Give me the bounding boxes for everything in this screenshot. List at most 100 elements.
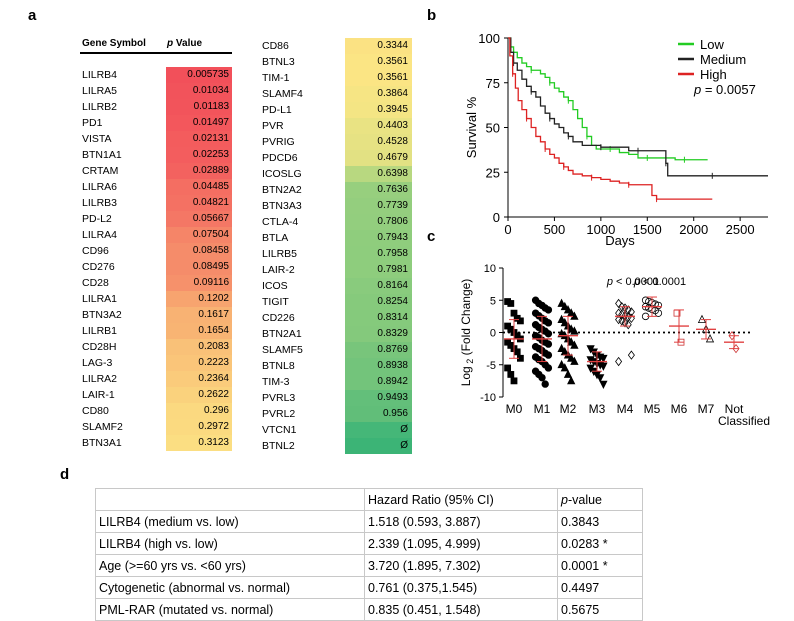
y-tick-label: -5 <box>486 360 496 372</box>
gene-symbol: PVRL2 <box>262 408 296 420</box>
data-point <box>513 348 521 356</box>
p-value-cell: 0.7739 <box>345 198 412 214</box>
row-label: LILRB4 (medium vs. low) <box>95 510 365 533</box>
data-point <box>563 369 573 378</box>
data-point <box>567 375 576 385</box>
panel-c-letter: c <box>427 228 436 245</box>
gene-symbol: BTN3A3 <box>262 200 302 212</box>
p-value-cell: 0.1617 <box>166 307 232 323</box>
row-label: Cytogenetic (abnormal vs. normal) <box>95 576 365 599</box>
x-tick-label: 500 <box>544 222 566 237</box>
gene-symbol: BTNL3 <box>262 56 295 68</box>
series-line-medium <box>508 37 768 177</box>
data-point <box>544 330 553 338</box>
x-tick-label: 1500 <box>633 222 662 237</box>
row-p-value: 0.4497 <box>557 576 643 599</box>
gene-symbol: CRTAM <box>82 165 119 177</box>
p-value-cell: 0.01497 <box>166 115 232 131</box>
gene-symbol: PVRL3 <box>262 392 296 404</box>
x-tick-label: 2500 <box>726 222 755 237</box>
p-value-cell: 0.2223 <box>166 355 232 371</box>
p-value-cell: 0.9493 <box>345 390 412 406</box>
gene-symbol: CTLA-4 <box>262 216 299 228</box>
data-point <box>654 309 663 317</box>
y-tick-label: 75 <box>486 76 500 91</box>
p-value-cell: 0.7981 <box>345 262 412 278</box>
gene-symbol: CD226 <box>262 312 295 324</box>
gene-symbol: VTCN1 <box>262 424 297 436</box>
p-value-cell: 0.02253 <box>166 147 232 163</box>
gene-symbol: TIGIT <box>262 296 289 308</box>
gene-symbol: LILRA1 <box>82 293 118 305</box>
p-value-cell: 0.05667 <box>166 211 232 227</box>
gene-symbol: BTN3A2 <box>82 309 122 321</box>
hazard-ratio-table: Hazard Ratio (95% CI) p-value LILRB4 (me… <box>95 488 643 621</box>
data-point <box>615 356 623 367</box>
x-tick-label: 1000 <box>586 222 615 237</box>
gene-symbol: CD276 <box>82 261 115 273</box>
p-value-header-rest: Value <box>173 38 203 49</box>
gene-symbol: SLAMF4 <box>262 88 303 100</box>
data-point <box>570 356 579 365</box>
data-point <box>544 364 553 372</box>
data-point <box>541 380 549 388</box>
p-value-cell: 0.07504 <box>166 227 232 243</box>
p-value-cell: 0.8938 <box>345 358 412 374</box>
gene-symbol: BTN2A1 <box>262 328 302 340</box>
y-tick-label: 5 <box>490 295 496 307</box>
p-value-cell: 0.7806 <box>345 214 412 230</box>
legend-label: Medium <box>700 52 746 67</box>
gene-symbol: PVRIG <box>262 136 295 148</box>
gene-symbol: LILRB3 <box>82 197 118 209</box>
table-row: Cytogenetic (abnormal vs. normal) 0.761 … <box>95 576 643 599</box>
p-value-cell: 0.7958 <box>345 246 412 262</box>
gene-symbol: BTLA <box>262 232 289 244</box>
y-tick-label: 10 <box>484 263 496 275</box>
row-p-value: 0.0001 * <box>557 554 643 577</box>
series-line-low <box>508 37 708 161</box>
row-hazard-ratio: 2.339 (1.095, 4.999) <box>364 532 558 555</box>
p-value-cell: 0.7636 <box>345 182 412 198</box>
p-value-label: -value <box>567 492 602 507</box>
category-label: Not <box>725 402 744 416</box>
row-label: LILRB4 (high vs. low) <box>95 532 365 555</box>
x-axis-label: Days <box>605 233 635 248</box>
p-value-cell: 0.02889 <box>166 163 232 179</box>
row-hazard-ratio: 1.518 (0.593, 3.887) <box>364 510 558 533</box>
p-value-annotation: p = 0.0057 <box>693 82 756 97</box>
row-hazard-ratio: 0.835 (0.451, 1.548) <box>364 598 558 621</box>
data-point <box>624 320 632 330</box>
y-axis-label: Log 2 (Fold Change) <box>459 279 475 387</box>
p-value-cell: 0.956 <box>345 406 412 422</box>
row-p-value: 0.0283 * <box>557 532 643 555</box>
data-point <box>615 298 623 309</box>
category-label: M3 <box>589 402 606 416</box>
data-point <box>599 380 608 389</box>
table-row: LILRB4 (medium vs. low) 1.518 (0.593, 3.… <box>95 510 643 533</box>
gene-symbol: LILRB2 <box>82 101 118 113</box>
p-value-cell: 0.3123 <box>166 435 232 451</box>
gene-symbol: CD96 <box>82 245 109 257</box>
p-value-cell: 0.4528 <box>345 134 412 150</box>
p-value-cell: Ø <box>345 438 412 454</box>
gene-symbol: BTNL2 <box>262 440 295 452</box>
gene-symbol: PD-L1 <box>262 104 292 116</box>
row-p-value: 0.3843 <box>557 510 643 533</box>
gene-symbol: LILRA6 <box>82 181 118 193</box>
gene-symbol: LILRB5 <box>262 248 298 260</box>
row-p-value: 0.5675 <box>557 598 643 621</box>
data-point <box>728 331 736 341</box>
gene-symbol: BTN3A1 <box>82 437 122 449</box>
category-label: M2 <box>560 402 577 416</box>
table-row: LILRB4 (high vs. low) 2.339 (1.095, 4.99… <box>95 532 643 555</box>
gene-symbol: PVR <box>262 120 284 132</box>
gene-symbol: BTN1A1 <box>82 149 122 161</box>
data-point <box>544 306 553 314</box>
gene-symbol-header: Gene Symbol <box>82 38 146 49</box>
p-value-cell: 0.2083 <box>166 339 232 355</box>
header-cell-hazard-ratio: Hazard Ratio (95% CI) <box>364 488 558 511</box>
data-point <box>544 340 553 348</box>
table-row: PML-RAR (mutated vs. normal) 0.835 (0.45… <box>95 598 643 621</box>
p-value-cell: 0.09116 <box>166 275 232 291</box>
